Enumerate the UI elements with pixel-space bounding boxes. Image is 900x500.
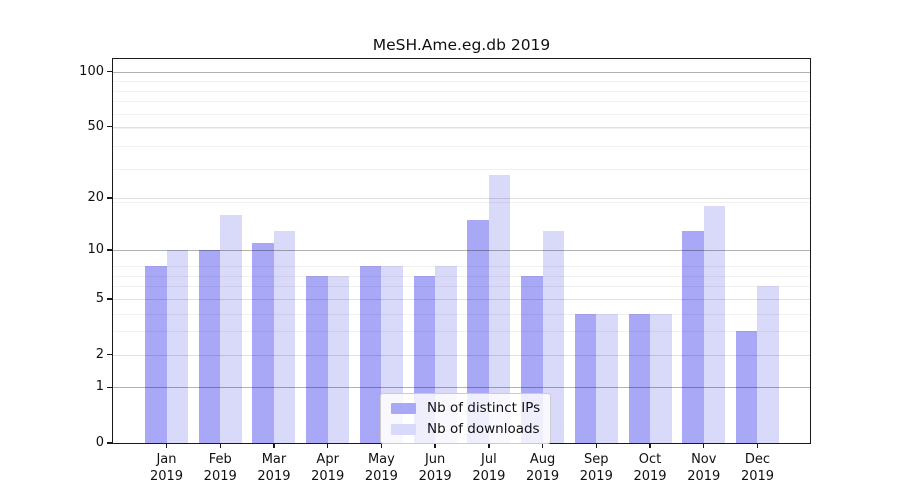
gridline-minor-59 [113, 113, 810, 115]
bar-jan-downloads [166, 250, 188, 443]
x-tick-label-dec: Dec 2019 [740, 452, 775, 484]
gridline-100 [113, 71, 810, 73]
gridline-5 [113, 298, 810, 300]
bar-aug-downloads [542, 230, 565, 443]
gridline-50 [113, 126, 810, 128]
gridline-minor-3 [113, 331, 810, 333]
y-tick-label-2: 2 [95, 346, 104, 362]
gridline-1 [113, 387, 810, 389]
legend-swatch-downloads [391, 423, 416, 435]
y-tick-10 [107, 249, 112, 251]
x-tick-label-oct: Oct 2019 [633, 452, 667, 484]
y-tick-20 [107, 197, 112, 199]
bar-oct-distinct-ips [628, 313, 651, 443]
y-tick-label-10: 10 [87, 242, 104, 258]
x-tick-label-mar: Mar 2019 [257, 452, 291, 484]
x-tick-label-jan: Jan 2019 [149, 452, 184, 484]
legend-row-distinct-ips: Nb of distinct IPs [391, 400, 540, 416]
x-tick-jun [434, 443, 436, 448]
plot-area: Nb of distinct IPs Nb of downloads [112, 58, 811, 444]
gridline-minor-89 [113, 81, 810, 83]
bar-feb-distinct-ips [198, 250, 221, 443]
legend-label-distinct-ips: Nb of distinct IPs [427, 400, 541, 416]
bar-mar-distinct-ips [252, 243, 274, 443]
bar-dec-distinct-ips [735, 331, 758, 443]
bar-feb-downloads [220, 215, 242, 443]
gridline-minor-6 [113, 286, 810, 288]
y-tick-2 [107, 353, 112, 356]
x-tick-nov [703, 443, 705, 448]
x-tick-dec [756, 443, 759, 448]
legend-label-downloads: Nb of downloads [427, 421, 540, 437]
bar-nov-distinct-ips [682, 230, 704, 443]
legend-row-downloads: Nb of downloads [391, 421, 540, 437]
x-tick-sep [595, 443, 597, 448]
y-tick-100 [107, 71, 112, 73]
y-tick-label-0: 0 [95, 435, 104, 450]
gridline-minor-79 [113, 90, 810, 92]
x-tick-label-may: May 2019 [364, 452, 398, 484]
bar-sep-downloads [596, 313, 618, 443]
y-tick-label-1: 1 [95, 379, 104, 395]
x-tick-label-nov: Nov 2019 [687, 452, 721, 484]
bar-oct-downloads [650, 313, 672, 443]
bar-sep-distinct-ips [574, 313, 597, 443]
gridline-minor-39 [113, 146, 810, 148]
gridline-minor-49 [113, 128, 810, 130]
x-tick-mar [273, 443, 275, 448]
bar-jan-distinct-ips [145, 266, 167, 443]
x-tick-label-aug: Aug 2019 [526, 452, 560, 484]
x-tick-may [380, 443, 383, 448]
x-tick-label-jun: Jun 2019 [418, 452, 452, 484]
gridline-minor-19 [113, 202, 810, 204]
gridline-minor-69 [113, 101, 810, 103]
gridline-minor-8 [113, 266, 810, 268]
bar-nov-downloads [703, 206, 726, 443]
x-tick-jul [488, 443, 490, 448]
y-tick-label-100: 100 [79, 63, 104, 79]
x-tick-feb [219, 443, 221, 448]
y-tick-label-20: 20 [87, 190, 104, 206]
gridline-20 [113, 198, 810, 200]
chart-title: MeSH.Ame.eg.db 2019 [372, 36, 551, 54]
y-tick-50 [107, 126, 112, 128]
x-tick-jan [165, 443, 168, 448]
x-tick-aug [541, 443, 544, 448]
gridline-2 [113, 354, 810, 356]
y-tick-label-50: 50 [87, 118, 104, 134]
x-tick-apr [326, 443, 329, 448]
y-tick-label-5: 5 [95, 290, 104, 306]
x-tick-label-jul: Jul 2019 [472, 452, 506, 484]
x-tick-oct [649, 443, 651, 448]
gridline-minor-4 [113, 313, 810, 315]
gridline-minor-7 [113, 275, 810, 277]
x-tick-label-feb: Feb 2019 [203, 452, 237, 484]
y-tick-0 [107, 442, 112, 444]
bar-may-distinct-ips [359, 266, 382, 443]
bar-dec-downloads [757, 286, 779, 443]
bar-jul-downloads [488, 174, 511, 443]
bar-apr-downloads [327, 275, 350, 443]
gridline-10 [113, 250, 810, 252]
gridline-minor-29 [113, 169, 810, 171]
x-tick-label-apr: Apr 2019 [311, 452, 345, 484]
legend-swatch-distinct-ips [391, 402, 416, 414]
bar-jul-distinct-ips [467, 219, 489, 443]
y-tick-5 [107, 298, 112, 300]
bar-apr-distinct-ips [306, 275, 328, 443]
bar-mar-downloads [273, 230, 296, 443]
x-tick-label-sep: Sep 2019 [579, 452, 613, 484]
legend: Nb of distinct IPs Nb of downloads [380, 393, 552, 444]
y-tick-1 [107, 386, 112, 388]
